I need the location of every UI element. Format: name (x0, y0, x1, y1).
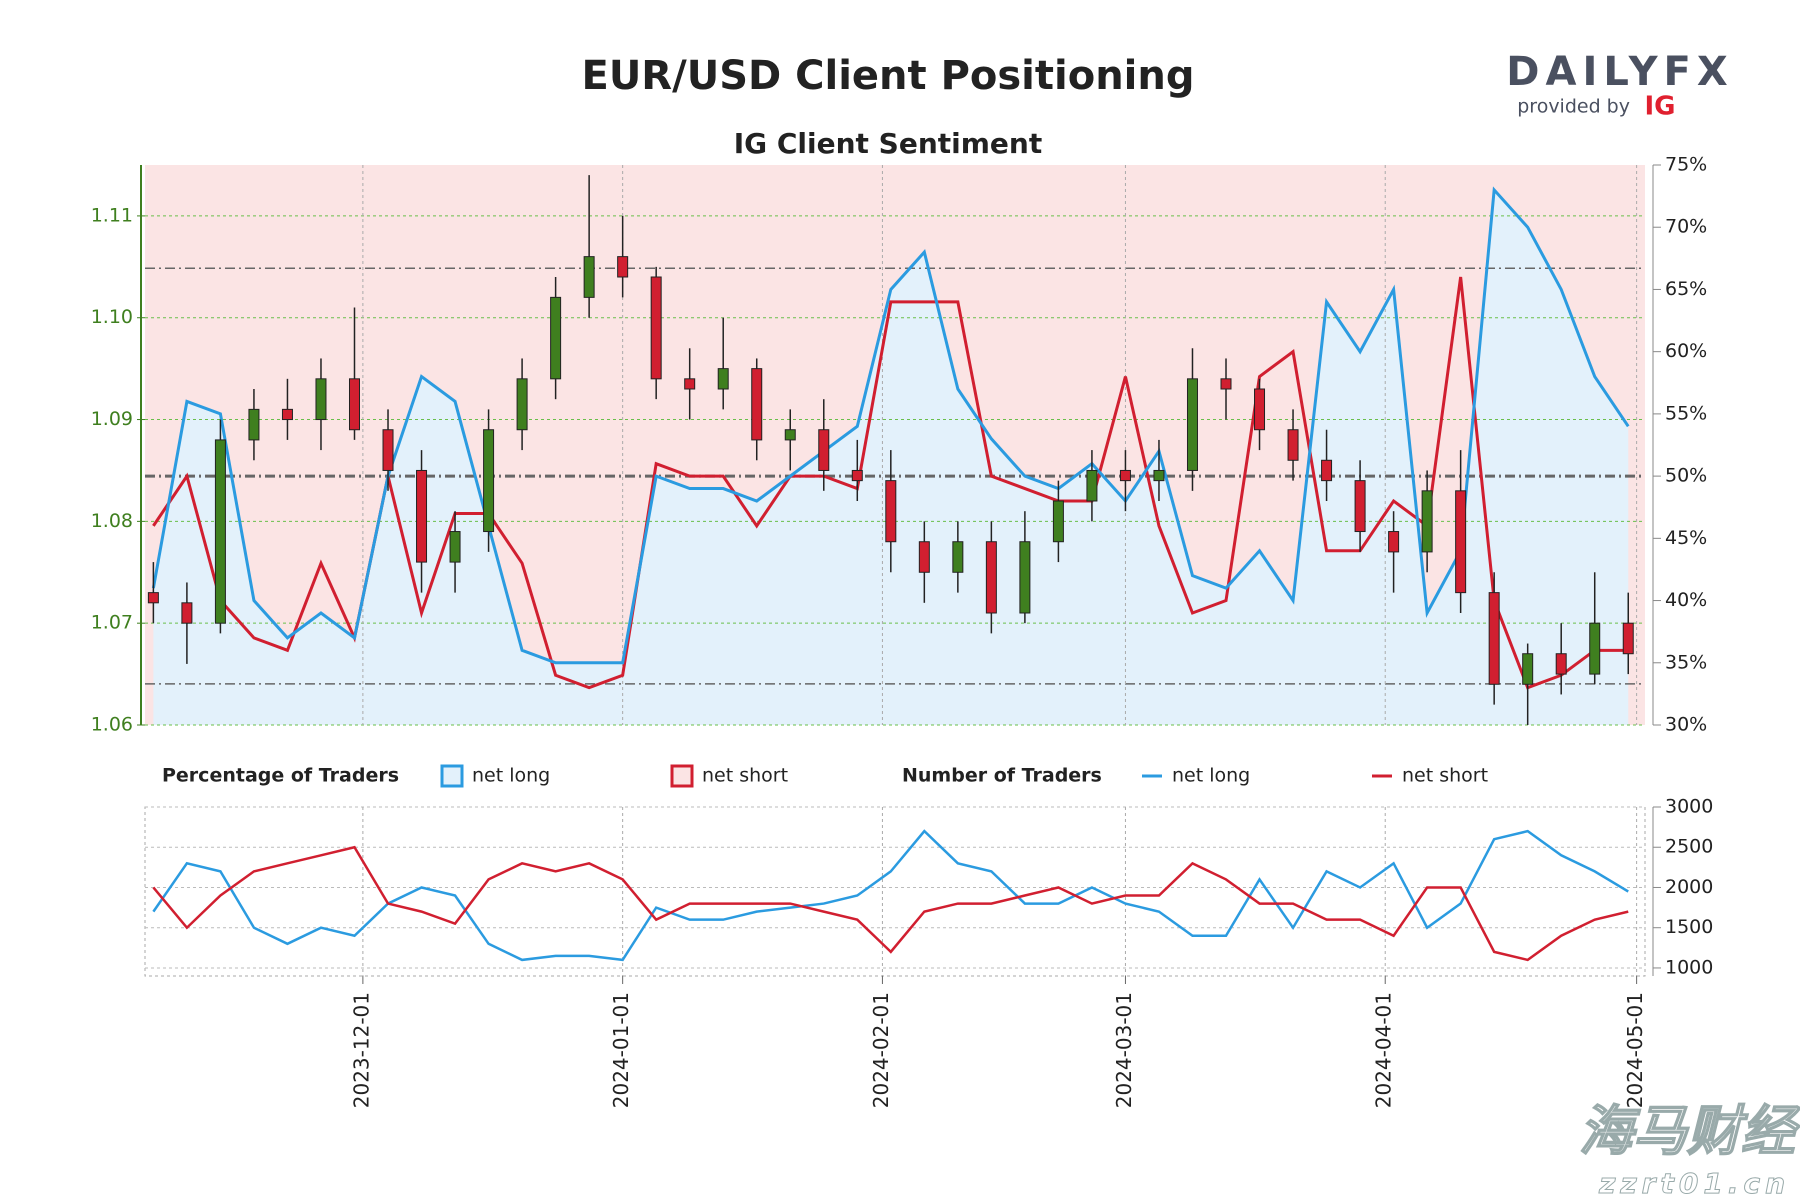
chart-subtitle: IG Client Sentiment (734, 127, 1043, 160)
x-tick-label: 2024-01-01 (609, 992, 633, 1108)
y-tick-label: 3000 (1665, 796, 1713, 818)
candle-body (550, 296, 562, 380)
line-1 (152, 845, 1629, 962)
candle-body (985, 541, 997, 614)
watermark-name: 海马财经 (1579, 1100, 1800, 1163)
candle-body (214, 439, 226, 624)
logo-brand: DAILYFX (1506, 49, 1733, 95)
y2-tick-label: 65% (1665, 278, 1707, 300)
legend-swatch (440, 764, 464, 788)
watermark-url: zzrt01.cn (1598, 1167, 1790, 1200)
y-tick-label: 1500 (1665, 916, 1713, 938)
x-tick-label: 2024-04-01 (1372, 992, 1396, 1108)
candle-body (751, 368, 763, 441)
y2-tick-label: 45% (1665, 527, 1707, 549)
candle-body (1622, 622, 1634, 655)
candle-body (248, 408, 260, 441)
candle-body (1488, 592, 1500, 685)
candle-body (717, 368, 729, 390)
candle-body (784, 429, 796, 441)
legend-title: Number of Traders (902, 765, 1102, 787)
candle-body (952, 541, 964, 573)
y2-tick-label: 50% (1665, 465, 1707, 487)
x-tick-label: 2023-12-01 (349, 992, 373, 1108)
x-tick-label: 2024-02-01 (869, 992, 893, 1108)
candle-body (617, 256, 629, 278)
y2-tick-label: 35% (1665, 651, 1707, 673)
candle-body (416, 469, 428, 563)
y2-tick-label: 70% (1665, 216, 1707, 238)
candle-body (1086, 469, 1098, 502)
y-tick-label: 2000 (1665, 876, 1713, 898)
legend-title: Percentage of Traders (162, 765, 399, 787)
x-tick-label: 2024-05-01 (1623, 992, 1647, 1108)
y2-tick-label: 60% (1665, 340, 1707, 362)
line-0 (151, 186, 1630, 665)
candle-body (583, 256, 595, 298)
candle-body (1019, 541, 1031, 614)
legend-label: net long (472, 765, 550, 787)
y2-tick-label: 55% (1665, 402, 1707, 424)
candle-body (818, 429, 830, 471)
candle-body (1555, 653, 1567, 675)
panel-frame (144, 806, 1646, 977)
candle-body (684, 378, 696, 390)
y-tick-label: 1.11 (91, 204, 133, 226)
y-tick-label: 1.07 (91, 612, 133, 634)
candle-body (1388, 531, 1400, 553)
y-tick-label: 1000 (1665, 956, 1713, 978)
candle-body (483, 429, 495, 533)
candle-body (650, 276, 662, 380)
candle-body (1119, 469, 1131, 482)
legend-label: net short (1402, 765, 1488, 787)
y2-tick-label: 30% (1665, 714, 1707, 736)
legend-swatch (670, 764, 694, 788)
candle-body (348, 378, 360, 431)
logo-provided: provided by (1517, 96, 1630, 118)
candle-body (315, 378, 327, 421)
y-tick-label: 1.06 (91, 714, 133, 736)
candle-body (918, 541, 930, 573)
candle-body (382, 429, 394, 471)
candle-body (851, 469, 863, 482)
candle-body (281, 408, 293, 421)
candle-body (1254, 388, 1266, 431)
candle-body (147, 592, 159, 604)
candle-body (1589, 622, 1601, 675)
candle-body (181, 602, 193, 624)
candle-body (1321, 459, 1333, 482)
line-1 (152, 276, 1629, 690)
y2-tick-label: 75% (1665, 154, 1707, 176)
candle-body (1220, 378, 1232, 390)
candle-body (516, 378, 528, 431)
candle-body (1052, 500, 1064, 543)
candle-body (885, 480, 897, 543)
line-0 (152, 829, 1629, 962)
logo-ig: IG (1644, 92, 1675, 122)
candle-body (1522, 653, 1534, 685)
y-tick-label: 2500 (1665, 836, 1713, 858)
x-tick-label: 2024-03-01 (1112, 992, 1136, 1108)
y-tick-label: 1.08 (91, 510, 133, 532)
y-tick-label: 1.09 (91, 408, 133, 430)
candle-body (1186, 378, 1198, 471)
legend-label: net short (702, 765, 788, 787)
candle-body (1354, 480, 1366, 533)
candle-body (449, 531, 461, 563)
y-tick-label: 1.10 (91, 306, 133, 328)
candle-body (1287, 429, 1299, 461)
legend-label: net long (1172, 765, 1250, 787)
candle-body (1455, 490, 1467, 594)
y2-tick-label: 40% (1665, 589, 1707, 611)
chart-title: EUR/USD Client Positioning (582, 53, 1195, 99)
candle-body (1421, 490, 1433, 553)
candle-body (1153, 469, 1165, 482)
